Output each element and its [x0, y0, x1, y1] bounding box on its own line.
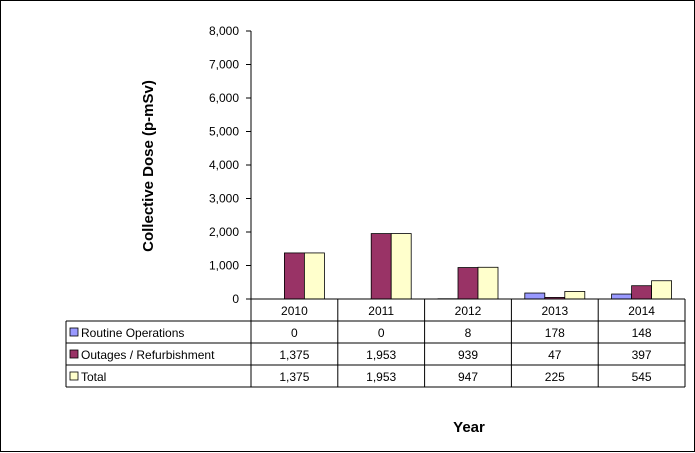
category-label: 2013 [541, 304, 568, 318]
legend-key [70, 328, 78, 336]
series-name: Total [81, 370, 106, 384]
data-cell: 1,375 [279, 370, 309, 384]
bar-total-2014 [652, 281, 672, 299]
category-label: 2011 [368, 304, 394, 318]
data-cell: 225 [545, 370, 565, 384]
y-tick-label: 6,000 [209, 91, 239, 105]
y-tick-label: 8,000 [209, 24, 239, 38]
y-tick-label: 0 [232, 292, 239, 306]
category-label: 2010 [281, 304, 308, 318]
x-axis-label: Year [453, 419, 485, 436]
category-label: 2014 [628, 304, 655, 318]
data-cell: 1,953 [366, 348, 396, 362]
data-cell: 397 [632, 348, 652, 362]
bar-total-2012 [478, 267, 498, 299]
data-cell: 47 [548, 348, 562, 362]
legend-key [70, 350, 78, 358]
data-cell: 939 [458, 348, 478, 362]
series-name: Routine Operations [81, 326, 184, 340]
data-cell: 947 [458, 370, 478, 384]
y-axis-label: Collective Dose (p-mSv) [140, 80, 157, 252]
bar-outages-refurbishment-2014 [632, 286, 652, 299]
bar-outages-refurbishment-2012 [458, 268, 478, 299]
data-cell: 545 [632, 370, 652, 384]
data-cell: 1,375 [279, 348, 309, 362]
category-label: 2012 [455, 304, 482, 318]
legend-key [70, 372, 78, 380]
bar-outages-refurbishment-2010 [284, 253, 304, 299]
data-cell: 0 [378, 326, 385, 340]
y-tick-label: 1,000 [209, 259, 239, 273]
bar-routine-operations-2013 [525, 293, 545, 299]
bar-routine-operations-2014 [612, 294, 632, 299]
bar-total-2010 [304, 253, 324, 299]
data-cell: 178 [545, 326, 565, 340]
series-name: Outages / Refurbishment [81, 348, 215, 362]
bar-outages-refurbishment-2011 [371, 234, 391, 299]
y-tick-label: 3,000 [209, 192, 239, 206]
bar-total-2013 [565, 291, 585, 299]
y-tick-label: 5,000 [209, 125, 239, 139]
y-tick-label: 4,000 [209, 158, 239, 172]
data-cell: 0 [291, 326, 298, 340]
data-cell: 148 [632, 326, 652, 340]
data-cell: 1,953 [366, 370, 396, 384]
data-cell: 8 [465, 326, 472, 340]
bar-total-2011 [391, 234, 411, 299]
y-tick-label: 7,000 [209, 58, 239, 72]
y-tick-label: 2,000 [209, 225, 239, 239]
